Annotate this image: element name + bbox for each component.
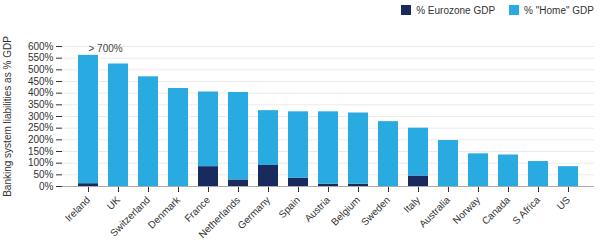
svg-text:150%: 150%: [28, 146, 54, 157]
svg-text:Italy: Italy: [401, 194, 422, 215]
svg-text:Denmark: Denmark: [146, 194, 183, 231]
svg-text:200%: 200%: [28, 134, 54, 145]
svg-text:Netherlands: Netherlands: [196, 194, 242, 240]
svg-text:450%: 450%: [28, 76, 54, 87]
svg-text:Austria: Austria: [302, 194, 333, 224]
svg-text:600%: 600%: [28, 41, 54, 52]
svg-text:Banking system liabilities as: Banking system liabilities as % GDP: [2, 36, 13, 197]
svg-text:US: US: [555, 194, 573, 212]
svg-text:350%: 350%: [28, 99, 54, 110]
svg-text:Sweden: Sweden: [359, 194, 392, 227]
svg-text:France: France: [182, 194, 213, 224]
svg-text:Ireland: Ireland: [63, 194, 92, 223]
svg-text:Belgium: Belgium: [329, 194, 362, 227]
svg-text:300%: 300%: [28, 111, 54, 122]
svg-text:> 700%: > 700%: [89, 43, 123, 54]
svg-text:Germany: Germany: [235, 194, 272, 231]
svg-text:S Africa: S Africa: [510, 194, 542, 226]
svg-text:250%: 250%: [28, 122, 54, 133]
svg-text:500%: 500%: [28, 64, 54, 75]
html-text:% "Home" GDP: % "Home" GDP: [524, 4, 594, 16]
svg-text:400%: 400%: [28, 87, 54, 98]
svg-text:100%: 100%: [28, 157, 54, 168]
svg-text:0%: 0%: [39, 181, 54, 192]
svg-text:Switzerland: Switzerland: [108, 194, 152, 238]
svg-text:Norway: Norway: [450, 194, 482, 226]
svg-text:Spain: Spain: [276, 194, 302, 220]
html-text:% Eurozone GDP: % Eurozone GDP: [416, 4, 496, 16]
svg-text:550%: 550%: [28, 52, 54, 63]
svg-text:Canada: Canada: [480, 194, 513, 227]
svg-text:50%: 50%: [33, 169, 53, 180]
svg-text:UK: UK: [105, 194, 123, 212]
svg-text:Australia: Australia: [417, 194, 453, 230]
